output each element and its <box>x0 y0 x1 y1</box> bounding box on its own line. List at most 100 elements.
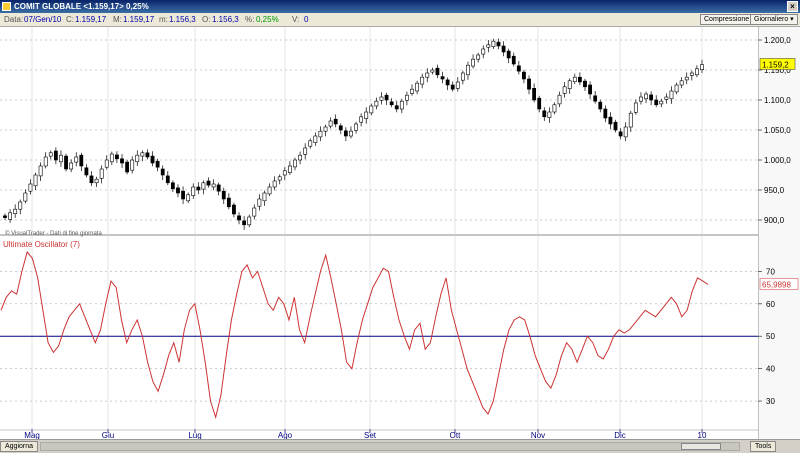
candle-body <box>399 100 404 110</box>
candle-body <box>527 78 531 90</box>
candle-body <box>359 116 364 123</box>
candle-body <box>191 186 196 196</box>
candle-body <box>104 159 109 168</box>
candle-body <box>318 130 323 138</box>
candle-body <box>135 154 140 163</box>
candle-body <box>669 90 674 100</box>
candle-body <box>170 182 175 190</box>
oscillator-tick-label: 70 <box>766 267 775 276</box>
candle-body <box>257 198 262 207</box>
horizontal-scrollbar[interactable] <box>40 442 740 451</box>
candle-body <box>69 162 74 170</box>
period-select[interactable]: Giornaliero ▾ <box>750 14 798 25</box>
oscillator-tick-label: 60 <box>766 300 775 309</box>
candle-body <box>577 76 582 83</box>
candle-body <box>613 121 618 131</box>
candle-body <box>389 101 394 106</box>
candle-body <box>242 220 247 226</box>
candle-body <box>369 105 374 114</box>
candle-body <box>466 64 470 76</box>
candle-body <box>155 160 160 168</box>
candle-body <box>84 167 89 176</box>
month-label: Ott <box>450 431 461 439</box>
candle-body <box>221 190 226 200</box>
open-label: O: <box>202 15 211 24</box>
candle-body <box>28 183 33 192</box>
candle-body <box>628 112 633 128</box>
candle-body <box>130 159 135 171</box>
candle-body <box>323 126 328 132</box>
max-value: 1.159,17 <box>123 15 155 24</box>
candle-body <box>547 111 552 118</box>
candle-body <box>608 116 613 125</box>
candle-body <box>186 194 191 202</box>
candle-body <box>639 96 643 102</box>
candle-body <box>59 154 63 163</box>
candle-body <box>18 201 23 210</box>
candle-body <box>516 65 521 72</box>
price-tick-label: 1.050,0 <box>764 126 791 135</box>
min-value: 1.156,3 <box>169 15 196 24</box>
candle-body <box>303 147 308 155</box>
date-label: Data: <box>4 15 24 24</box>
candle-body <box>552 104 557 113</box>
close-label: C: <box>66 15 74 24</box>
date-value: 07/Gen/10 <box>24 15 62 24</box>
candle-body <box>196 186 201 191</box>
candle-body <box>165 175 170 184</box>
candle-body <box>267 186 272 195</box>
candle-body <box>176 187 180 194</box>
month-label: Lug <box>188 431 201 439</box>
month-label: Nov <box>531 431 545 439</box>
candle-body <box>430 69 435 73</box>
refresh-button[interactable]: Aggiorna <box>0 441 39 452</box>
candle-body <box>506 50 511 59</box>
close-icon[interactable]: × <box>787 1 798 12</box>
candle-body <box>511 55 516 65</box>
candle-body <box>99 168 104 179</box>
price-axis-strip[interactable] <box>758 27 800 439</box>
price-tick-label: 1.200,0 <box>764 36 791 45</box>
price-tick-label: 950,0 <box>764 186 785 195</box>
candle-body <box>343 130 348 137</box>
candle-body <box>313 135 318 143</box>
oscillator-tick-label: 50 <box>766 332 775 341</box>
last-oscillator-label: 65,9898 <box>762 280 791 289</box>
candle-body <box>277 176 282 181</box>
candle-body <box>501 45 506 53</box>
candle-body <box>23 192 28 202</box>
window-titlebar[interactable]: COMIT GLOBALE <1.159,17> 0,25% × <box>0 0 800 13</box>
candle-body <box>420 76 425 85</box>
tools-button[interactable]: Tools <box>750 441 777 452</box>
candle-body <box>109 153 114 163</box>
candle-body <box>618 131 623 137</box>
candle-body <box>684 76 689 81</box>
bottom-toolbar: Aggiorna Tools <box>0 439 800 453</box>
month-label: Mag <box>24 431 40 439</box>
max-label: M: <box>113 15 122 24</box>
candle-body <box>79 154 84 167</box>
month-label: Giu <box>102 431 114 439</box>
candle-body <box>252 207 257 217</box>
candle-body <box>425 72 430 78</box>
candle-body <box>201 182 206 190</box>
price-tick-label: 1.100,0 <box>764 96 791 105</box>
candle-body <box>445 79 450 86</box>
candle-body <box>89 175 94 184</box>
candle-body <box>654 99 659 106</box>
candle-body <box>364 111 369 119</box>
candle-body <box>700 64 704 70</box>
candle-body <box>593 95 598 102</box>
candle-body <box>211 183 216 188</box>
candle-body <box>460 72 465 81</box>
scrollbar-thumb[interactable] <box>681 443 721 450</box>
price-tick-label: 1.150,0 <box>764 66 791 75</box>
candle-body <box>664 96 669 100</box>
open-value: 1.156,3 <box>212 15 239 24</box>
month-label: Set <box>364 431 377 439</box>
candle-body <box>125 161 130 173</box>
compression-button[interactable]: Compressione <box>700 14 754 25</box>
candle-body <box>232 204 236 215</box>
candle-body <box>33 174 38 187</box>
candle-body <box>8 212 12 220</box>
